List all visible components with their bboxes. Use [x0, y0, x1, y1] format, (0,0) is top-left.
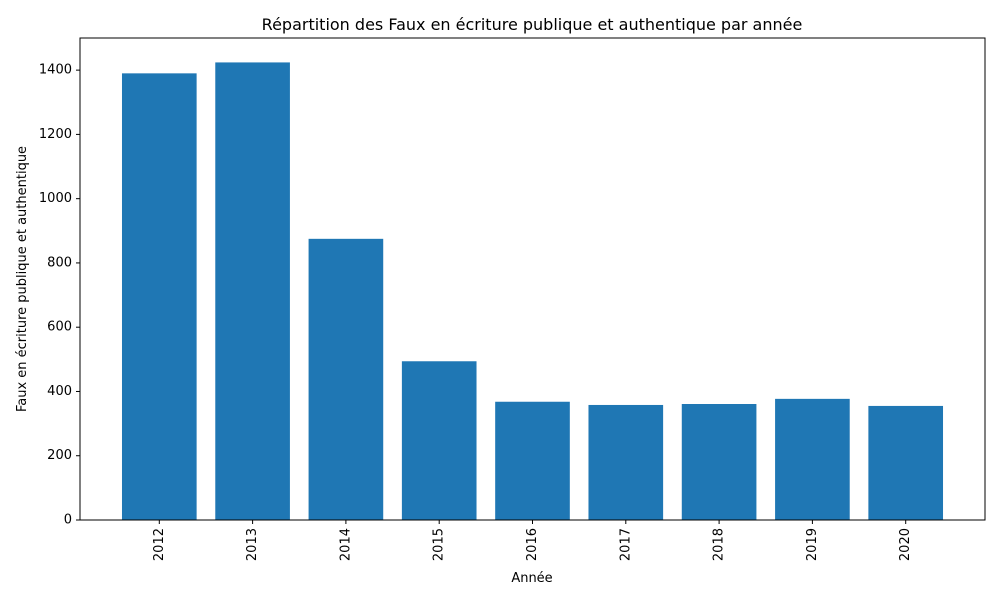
bar-2014: [308, 238, 384, 520]
x-axis-label: Année: [511, 571, 552, 586]
y-tick-label-600: 600: [47, 320, 72, 335]
x-tick-label-2012: 2012: [152, 528, 167, 561]
y-axis-ticks: 0 200 400 600 800 1000 1200 1400: [39, 63, 80, 528]
bar-2013: [215, 62, 290, 521]
y-tick-label-0: 0: [64, 513, 72, 528]
bar-2020: [868, 405, 944, 520]
y-tick-label-200: 200: [47, 448, 72, 463]
x-tick-label-2016: 2016: [525, 528, 540, 561]
y-axis-label: Faux en écriture publique et authentique: [15, 146, 30, 412]
y-tick-label-1400: 1400: [39, 63, 72, 78]
bar-2016: [495, 401, 570, 520]
y-tick-label-800: 800: [47, 255, 72, 270]
bar-2019: [775, 398, 850, 520]
y-tick-label-1000: 1000: [39, 191, 72, 206]
plot-frame: [79, 37, 986, 521]
bar-2012: [121, 73, 197, 520]
bar-2015: [401, 361, 477, 520]
x-axis-ticks: 2012 2013 2014 2015 2016 2017 2018 2019 2020: [152, 520, 913, 561]
x-tick-label-2018: 2018: [712, 528, 727, 561]
y-tick-label-400: 400: [47, 384, 72, 399]
bar-2017: [588, 404, 664, 520]
x-tick-label-2019: 2019: [805, 528, 820, 561]
x-tick-label-2013: 2013: [245, 528, 260, 561]
bar-2018: [681, 404, 757, 520]
chart-title: Répartition des Faux en écriture publiqu…: [262, 15, 803, 34]
x-tick-label-2014: 2014: [338, 528, 353, 561]
x-tick-label-2017: 2017: [618, 528, 633, 561]
bars-layer: [121, 62, 944, 521]
x-tick-label-2020: 2020: [898, 528, 913, 561]
y-tick-label-1200: 1200: [39, 127, 72, 142]
x-tick-label-2015: 2015: [432, 528, 447, 561]
